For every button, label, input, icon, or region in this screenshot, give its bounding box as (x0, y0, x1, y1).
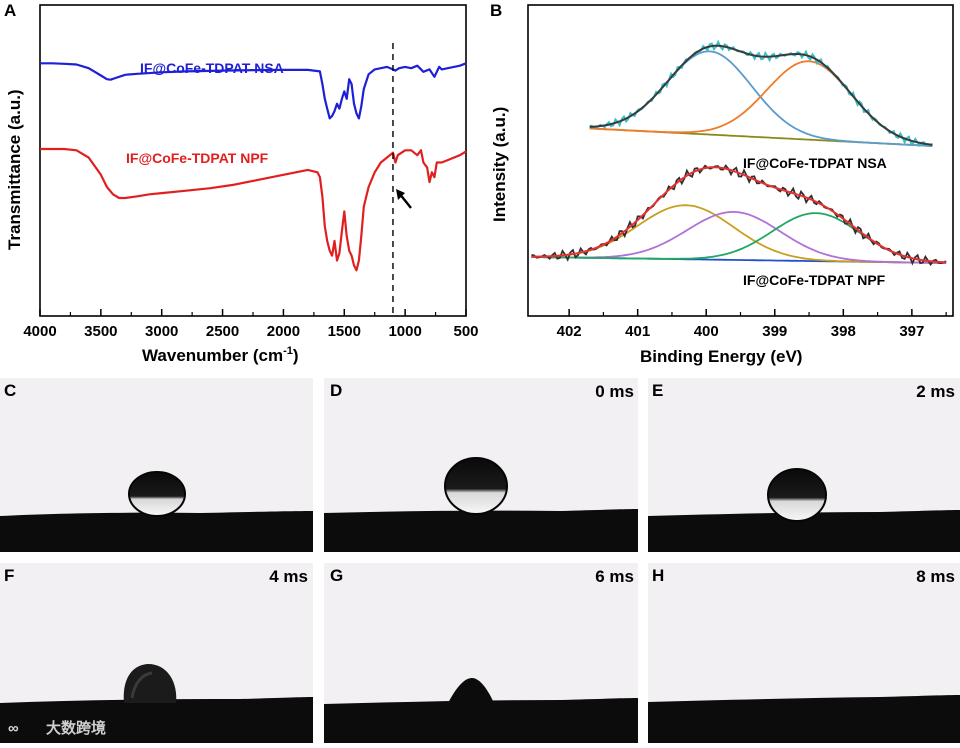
panel-b-label-nsa: IF@CoFe-TDPAT NSA (743, 155, 887, 171)
panel-b-tick-label: 397 (899, 323, 924, 340)
panel-a-letter: A (4, 1, 16, 20)
panel-a-series (40, 62, 467, 272)
photo-c: C (0, 378, 313, 552)
panel-a-tick-label: 3500 (84, 323, 117, 340)
photo-h-time: 8 ms (916, 567, 955, 586)
photo-h-letter: H (652, 566, 664, 585)
panel-a-tick-label: 3000 (145, 323, 178, 340)
panel-b-ylabel: Intensity (a.u.) (490, 107, 509, 222)
photo-g-time: 6 ms (595, 567, 634, 586)
watermark-text: 大数跨境 (46, 719, 106, 737)
photo-d-letter: D (330, 381, 342, 400)
photo-e-time: 2 ms (916, 382, 955, 401)
panel-a-xlabel: Wavenumber (cm-1) (142, 345, 299, 365)
photo-g-letter: G (330, 566, 343, 585)
photo-h: H 8 ms (648, 563, 960, 743)
panel-b-npf-peak-1 (531, 204, 947, 264)
watermark: ∞ 大数跨境 (8, 719, 106, 737)
panel-b-nsa-peak-2 (589, 60, 933, 146)
panel-a-series-line-nsa (40, 62, 467, 120)
photo-d-time: 0 ms (595, 382, 634, 401)
panel-a-ftir-chart: A 4000 3500 3000 2500 2000 1500 1000 500 IF@CoF… (4, 1, 479, 365)
panel-a-series-line-npf (40, 147, 467, 272)
panel-a-label-nsa: IF@CoFe-TDPAT NSA (140, 60, 284, 76)
watermark-logo-icon: ∞ (8, 720, 19, 737)
photo-g: G 6 ms (324, 563, 638, 743)
panel-b-xps-chart: B 402 401 400 399 398 397 IF@CoFe-TDPAT NSA I… (490, 1, 954, 366)
panel-b-tick-label: 402 (557, 323, 582, 340)
panel-a-tick-label: 2500 (206, 323, 239, 340)
panel-a-tick-label: 500 (453, 323, 478, 340)
panel-b-ticks: 402 401 400 399 398 397 (557, 309, 947, 340)
panel-a-tick-label: 1500 (328, 323, 361, 340)
panel-b-npf-peak-3 (531, 212, 947, 264)
panel-b-npf-peak-2 (531, 210, 947, 264)
panel-b-tick-label: 401 (625, 323, 650, 340)
panel-b-nsa-envelope (589, 44, 933, 146)
panel-b-tick-label: 399 (762, 323, 787, 340)
photo-c-letter: C (4, 381, 16, 400)
panel-a-ylabel: Transmittance (a.u.) (5, 89, 24, 250)
panel-b-tick-label: 398 (831, 323, 856, 340)
panel-b-tick-label: 400 (694, 323, 719, 340)
photo-e: E 2 ms (648, 378, 960, 552)
photo-f-time: 4 ms (269, 567, 308, 586)
photo-f: F 4 ms (0, 563, 313, 743)
panel-a-ticks: 4000 3500 3000 2500 2000 1500 1000 500 (23, 309, 479, 340)
panel-a-tick-label: 1000 (388, 323, 421, 340)
photo-e-letter: E (652, 381, 663, 400)
panel-a-tick-label: 2000 (267, 323, 300, 340)
panel-b-series (531, 39, 947, 267)
panel-a-label-npf: IF@CoFe-TDPAT NPF (126, 150, 269, 166)
panel-b-xlabel: Binding Energy (eV) (640, 347, 802, 366)
panel-b-npf-envelope (531, 166, 947, 264)
photo-d: D 0 ms (324, 378, 638, 552)
panel-b-letter: B (490, 1, 502, 20)
panel-a-tick-label: 4000 (23, 323, 56, 340)
photo-f-letter: F (4, 566, 14, 585)
panel-a-arrow (396, 189, 412, 209)
panel-b-label-npf: IF@CoFe-TDPAT NPF (743, 272, 886, 288)
